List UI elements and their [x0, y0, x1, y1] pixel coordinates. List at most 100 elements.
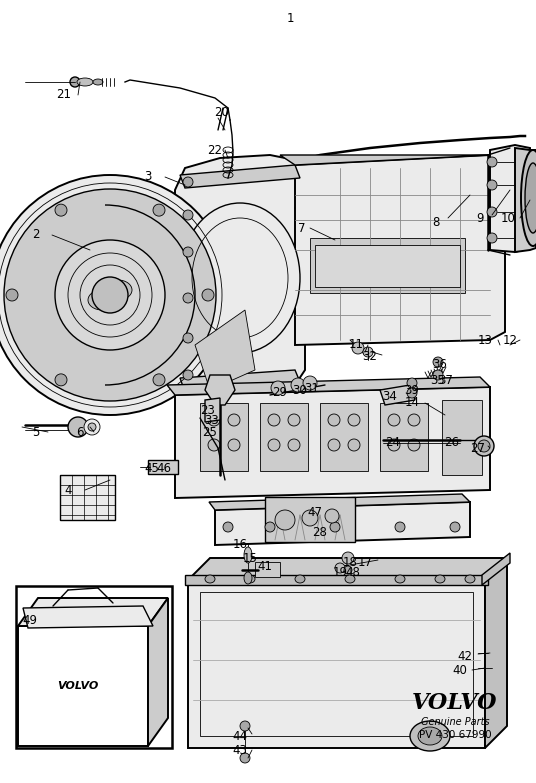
Polygon shape: [485, 558, 507, 748]
Polygon shape: [167, 377, 490, 395]
Ellipse shape: [84, 419, 100, 435]
Ellipse shape: [288, 414, 300, 426]
Text: 16: 16: [233, 539, 248, 551]
Ellipse shape: [288, 439, 300, 451]
Ellipse shape: [465, 575, 475, 583]
Polygon shape: [275, 508, 355, 542]
Text: 31: 31: [304, 381, 319, 395]
Text: 26: 26: [444, 435, 459, 449]
Text: Genuine Parts: Genuine Parts: [421, 717, 489, 727]
Ellipse shape: [88, 423, 96, 431]
Text: 42: 42: [458, 650, 473, 662]
Ellipse shape: [208, 414, 220, 426]
Polygon shape: [18, 626, 148, 746]
Text: 3: 3: [144, 171, 152, 183]
Ellipse shape: [344, 566, 352, 574]
Ellipse shape: [183, 210, 193, 220]
Text: 37: 37: [438, 373, 453, 387]
Ellipse shape: [433, 370, 443, 380]
Ellipse shape: [330, 522, 340, 532]
Polygon shape: [215, 502, 470, 545]
Text: 19: 19: [332, 565, 347, 579]
Text: 2: 2: [32, 229, 40, 241]
Text: 47: 47: [308, 506, 323, 518]
Text: 23: 23: [200, 403, 215, 417]
Text: 9: 9: [477, 211, 484, 225]
Bar: [442, 400, 482, 475]
Ellipse shape: [291, 378, 305, 392]
Ellipse shape: [521, 150, 536, 246]
Bar: [260, 403, 308, 471]
Text: VOLVO: VOLVO: [412, 692, 498, 714]
Ellipse shape: [275, 510, 295, 530]
Text: 17: 17: [358, 557, 373, 569]
Text: 40: 40: [452, 663, 467, 677]
Text: 15: 15: [243, 551, 257, 565]
Ellipse shape: [55, 240, 165, 350]
Polygon shape: [205, 375, 235, 405]
Text: 45: 45: [145, 461, 159, 474]
Ellipse shape: [223, 522, 233, 532]
Polygon shape: [280, 155, 490, 165]
Ellipse shape: [183, 177, 193, 187]
Text: 33: 33: [205, 413, 219, 427]
Ellipse shape: [265, 522, 275, 532]
Ellipse shape: [348, 439, 360, 451]
Ellipse shape: [325, 509, 339, 523]
Polygon shape: [188, 558, 507, 580]
Text: 13: 13: [478, 334, 493, 347]
Polygon shape: [188, 580, 485, 748]
Text: 8: 8: [433, 215, 440, 229]
Text: 7: 7: [298, 222, 306, 234]
Polygon shape: [295, 155, 505, 345]
Ellipse shape: [268, 439, 280, 451]
Polygon shape: [380, 385, 415, 405]
Polygon shape: [515, 148, 536, 252]
Ellipse shape: [474, 436, 494, 456]
Text: 18: 18: [343, 557, 358, 569]
Ellipse shape: [478, 440, 490, 452]
Polygon shape: [195, 310, 255, 390]
Text: 12: 12: [503, 334, 517, 347]
Ellipse shape: [55, 373, 67, 386]
Ellipse shape: [407, 388, 417, 398]
Ellipse shape: [487, 157, 497, 167]
Ellipse shape: [487, 207, 497, 217]
Ellipse shape: [228, 414, 240, 426]
Ellipse shape: [303, 376, 317, 390]
Ellipse shape: [202, 289, 214, 301]
Text: 28: 28: [312, 525, 327, 539]
Bar: [310, 238, 465, 293]
Text: 29: 29: [272, 385, 287, 399]
Polygon shape: [60, 475, 115, 520]
Ellipse shape: [328, 439, 340, 451]
Polygon shape: [490, 145, 530, 252]
Ellipse shape: [525, 163, 536, 233]
Ellipse shape: [92, 277, 128, 313]
Ellipse shape: [271, 381, 285, 395]
Bar: [185, 575, 488, 585]
Polygon shape: [205, 398, 220, 422]
Polygon shape: [209, 494, 470, 510]
Bar: [255, 562, 280, 577]
Ellipse shape: [180, 203, 300, 353]
Polygon shape: [180, 370, 300, 392]
Ellipse shape: [408, 439, 420, 451]
Ellipse shape: [245, 575, 255, 583]
Ellipse shape: [244, 547, 252, 563]
Polygon shape: [168, 155, 305, 393]
Bar: [380, 403, 428, 471]
Ellipse shape: [55, 204, 67, 216]
Ellipse shape: [487, 233, 497, 243]
Ellipse shape: [435, 575, 445, 583]
Text: 44: 44: [233, 730, 248, 742]
Text: 39: 39: [405, 384, 420, 396]
Ellipse shape: [70, 77, 80, 87]
Ellipse shape: [104, 280, 132, 300]
Ellipse shape: [4, 189, 216, 401]
Ellipse shape: [88, 290, 116, 310]
Ellipse shape: [240, 753, 250, 763]
Polygon shape: [23, 606, 153, 628]
Ellipse shape: [342, 552, 354, 564]
Ellipse shape: [6, 289, 18, 301]
